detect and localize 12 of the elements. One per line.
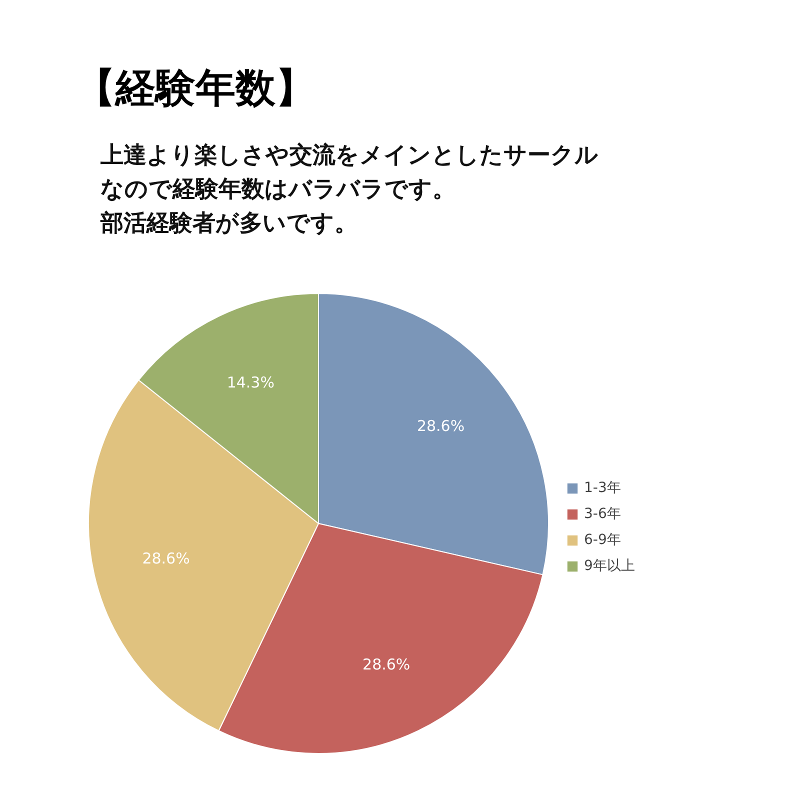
text: 上達より楽しさや交流をメインとしたサークル [100, 142, 598, 168]
data-label: 28.6% [362, 655, 410, 674]
data-label: 28.6% [142, 549, 190, 568]
chart-title: 【経験年数】 [76, 66, 316, 112]
legend-label: 6-9年 [584, 531, 621, 549]
legend-label: 9年以上 [584, 557, 635, 575]
legend-label: 3-6年 [584, 505, 621, 523]
text: なので経験年数はバラバラです。 [100, 176, 456, 202]
text: 部活経験者が多いです。 [100, 210, 358, 236]
data-label: 14.3% [226, 374, 274, 392]
data-label: 28.6% [416, 416, 465, 435]
legend-label: 1-3年 [584, 479, 621, 497]
